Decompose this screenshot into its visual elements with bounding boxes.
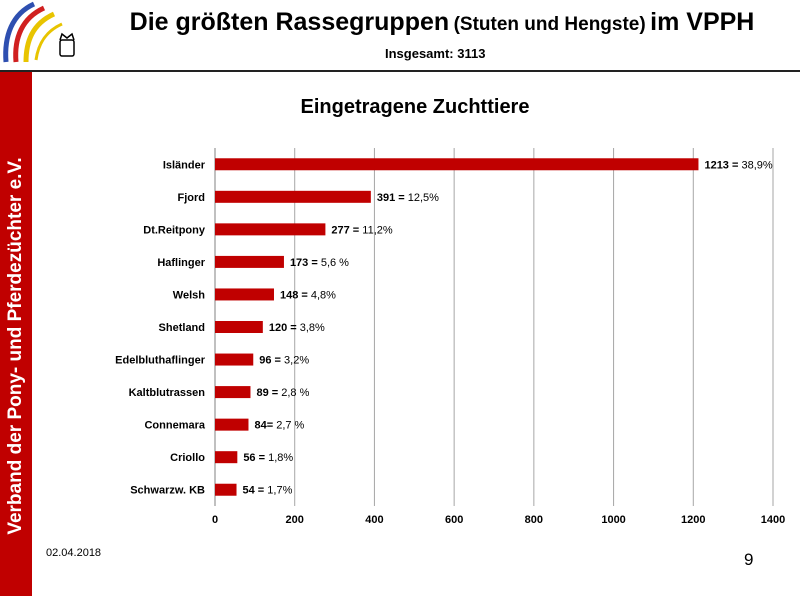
bar [215, 190, 371, 203]
data-label: 89 = 2,8 % [256, 387, 309, 399]
x-tick-label: 1200 [681, 514, 705, 526]
category-label: Shetland [159, 322, 205, 334]
category-label: Fjord [178, 192, 206, 204]
data-label: 54 = 1,7% [243, 485, 293, 497]
x-tick-label: 0 [212, 514, 218, 526]
category-label: Haflinger [157, 257, 205, 269]
header-divider [0, 70, 800, 72]
data-label: 120 = 3,8% [269, 322, 325, 334]
category-label: Dt.Reitpony [143, 224, 206, 236]
category-label: Edelbluthaflinger [115, 355, 206, 367]
x-tick-label: 1000 [601, 514, 625, 526]
bar [215, 158, 699, 171]
bar [215, 321, 263, 333]
category-label: Schwarzw. KB [130, 485, 205, 497]
x-tick-label: 400 [365, 514, 383, 526]
data-label: 84= 2,7 % [254, 420, 304, 432]
title-main: Die größten Rassegruppen [129, 8, 450, 36]
data-label: 96 = 3,2% [259, 355, 309, 367]
category-label: Kaltblutrassen [129, 387, 206, 399]
category-label: Criollo [170, 452, 205, 464]
bar [215, 418, 249, 431]
title-end: im VPPH [650, 8, 755, 36]
chart-title: Eingetragene Zuchttiere [300, 96, 530, 118]
bar [215, 288, 274, 301]
bar [215, 386, 251, 399]
total-count: Insgesamt: 3113 [385, 46, 486, 61]
category-label: Isländer [163, 159, 206, 171]
page-number: 9 [744, 550, 754, 569]
side-band [0, 72, 32, 596]
data-label: 1213 = 38,9% [704, 159, 772, 171]
data-label: 148 = 4,8% [280, 289, 336, 301]
data-label: 391 = 12,5% [377, 192, 439, 204]
bar [215, 223, 326, 236]
footer-date: 02.04.2018 [46, 547, 102, 559]
bar [215, 483, 237, 496]
category-label: Welsh [173, 289, 205, 301]
data-label: 173 = 5,6 % [290, 257, 349, 269]
bar [215, 353, 254, 366]
vpph-logo [3, 1, 75, 63]
title-subtitle: (Stuten und Hengste) [453, 14, 646, 35]
category-label: Connemara [144, 420, 205, 432]
x-tick-label: 1400 [761, 514, 785, 526]
data-label: 56 = 1,8% [243, 452, 293, 464]
x-tick-label: 200 [286, 514, 304, 526]
data-label: 277 = 11,2% [331, 224, 392, 236]
slide-title: Die größten Rassegruppen (Stuten und Hen… [92, 8, 792, 37]
bar [215, 255, 284, 268]
x-tick-label: 800 [525, 514, 543, 526]
bar [215, 451, 238, 464]
x-tick-label: 600 [445, 514, 463, 526]
